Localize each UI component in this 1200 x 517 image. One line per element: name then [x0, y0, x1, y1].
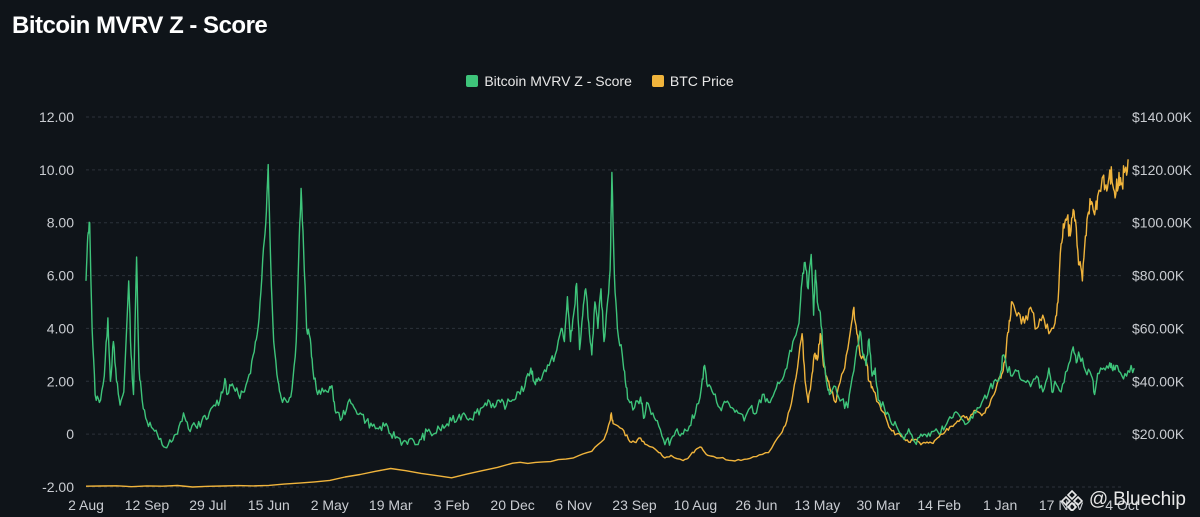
- x-tick-label: 1 Jan: [983, 497, 1017, 513]
- x-tick-label: 13 May: [794, 497, 840, 513]
- watermark: @ Bluechip: [1060, 489, 1186, 511]
- watermark-text: @ Bluechip: [1089, 489, 1186, 511]
- x-tick-label: 6 Nov: [555, 497, 592, 513]
- y-left-tick-label: -2.00: [42, 479, 74, 495]
- x-tick-label: 4 Oct: [1105, 497, 1139, 513]
- x-tick-label: 12 Sep: [125, 497, 170, 513]
- x-tick-label: 10 Aug: [674, 497, 718, 513]
- y-left-tick-label: 12.00: [39, 109, 74, 125]
- y-left-tick-label: 0: [66, 426, 74, 442]
- y-right-tick-label: $120.00K: [1132, 162, 1193, 178]
- x-tick-label: 20 Dec: [490, 497, 534, 513]
- y-left-tick-label: 2.00: [47, 373, 74, 389]
- legend-item-btc-price[interactable]: BTC Price: [651, 73, 734, 89]
- y-left-tick-label: 6.00: [47, 268, 74, 284]
- series-line-mvrv-z-score: [85, 163, 1135, 449]
- chart-legend: Bitcoin MVRV Z - Score BTC Price: [0, 73, 1200, 89]
- watermark-brand: Bluechip: [1113, 489, 1186, 510]
- x-tick-label: 30 Mar: [856, 497, 900, 513]
- y-right-tick-label: $60.00K: [1132, 320, 1185, 336]
- series-line-btc-price: [85, 159, 1129, 488]
- x-tick-label: 19 Mar: [369, 497, 413, 513]
- x-tick-label: 26 Jun: [735, 497, 777, 513]
- watermark-at: @: [1088, 489, 1109, 510]
- legend-swatch-btc-price: [651, 75, 664, 87]
- legend-label-mvrv: Bitcoin MVRV Z - Score: [484, 73, 632, 89]
- x-tick-label: 3 Feb: [434, 497, 470, 513]
- y-right-tick-label: $80.00K: [1132, 268, 1185, 284]
- y-left-tick-label: 4.00: [47, 320, 74, 336]
- legend-swatch-mvrv: [466, 75, 479, 87]
- y-left-tick-label: 10.00: [39, 162, 74, 178]
- y-right-tick-label: $20.00K: [1132, 426, 1185, 442]
- chart-title: Bitcoin MVRV Z - Score: [12, 12, 268, 39]
- y-right-tick-label: $100.00K: [1132, 215, 1193, 231]
- x-tick-label: 2 May: [311, 497, 349, 513]
- x-tick-label: 17 Nov: [1039, 497, 1083, 513]
- y-left-tick-label: 8.00: [47, 215, 74, 231]
- x-tick-label: 2 Aug: [68, 497, 104, 513]
- y-right-tick-label: $140.00K: [1132, 109, 1193, 125]
- legend-item-mvrv[interactable]: Bitcoin MVRV Z - Score: [466, 73, 632, 89]
- legend-label-btc-price: BTC Price: [669, 73, 734, 89]
- x-tick-label: 29 Jul: [189, 497, 226, 513]
- y-right-tick-label: $40.00K: [1132, 373, 1185, 389]
- bluechip-logo-icon: [1060, 489, 1083, 511]
- x-tick-label: 23 Sep: [612, 497, 657, 513]
- x-tick-label: 14 Feb: [917, 497, 961, 513]
- x-tick-label: 15 Jun: [248, 497, 290, 513]
